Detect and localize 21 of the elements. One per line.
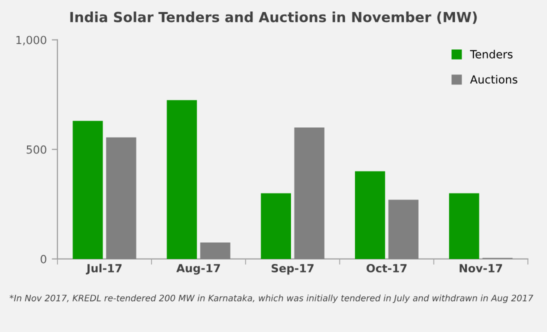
y-tick-label: 500 — [26, 145, 46, 154]
x-tick-label: Oct-17 — [366, 264, 407, 272]
x-tick-label: Aug-17 — [176, 264, 220, 275]
bar — [449, 193, 480, 259]
chart-title: India Solar Tenders and Auctions in November (MW) — [70, 12, 477, 24]
bar — [166, 100, 197, 259]
bar — [354, 171, 386, 259]
x-tick-label: Sep-17 — [272, 264, 314, 275]
legend-label: Tenders — [470, 50, 513, 58]
text: *In Nov 2017, KREDL re-tendered 200 MW in Karnataka, which was initially tendered in July and withdrawn in Aug 2017 — [10, 294, 534, 304]
y-tick-label: 0 — [40, 254, 46, 264]
bar — [200, 242, 230, 259]
bar — [72, 120, 103, 259]
x-tick-label: Jul-17 — [86, 264, 122, 274]
bar — [260, 193, 291, 259]
x-tick-label: Nov-17 — [460, 264, 502, 272]
bar — [388, 200, 418, 259]
bar — [106, 137, 136, 259]
y-tick-label: 1,000 — [16, 36, 46, 46]
bar — [294, 127, 324, 259]
legend-label: Auctions — [470, 75, 518, 84]
